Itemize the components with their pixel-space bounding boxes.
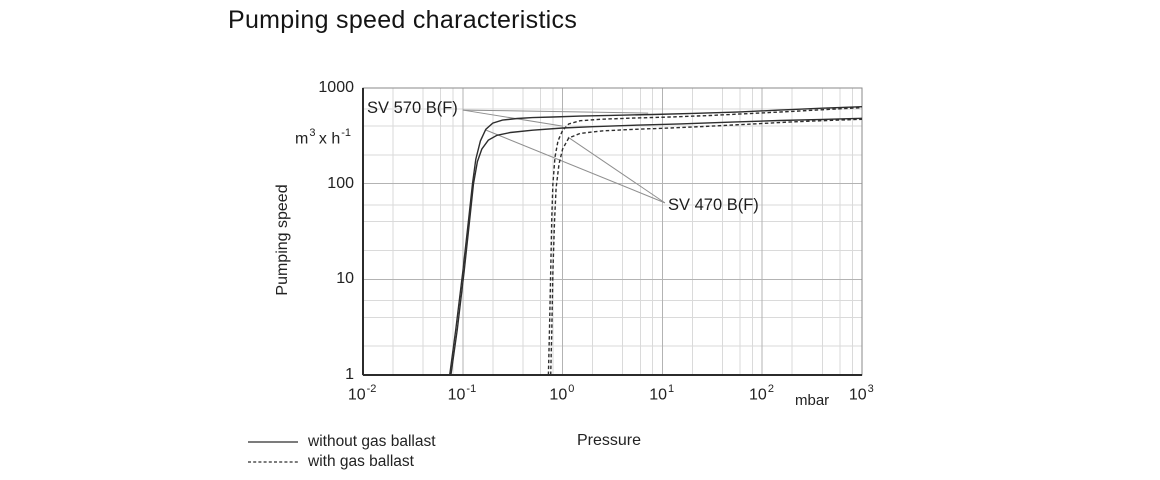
curve-sv-570-b-f--solid <box>449 106 863 376</box>
legend-item-solid: without gas ballast <box>248 432 436 452</box>
y-axis-title: Pumping speed <box>274 184 291 296</box>
leader-line-sv570 <box>462 109 563 127</box>
x-tick-label-10e-1: 10-1 <box>447 383 477 404</box>
x-tick-label-10e0: 100 <box>549 383 575 404</box>
x-tick-label-10e1: 101 <box>649 383 675 404</box>
legend: without gas ballast with gas ballast <box>248 432 436 472</box>
x-tick-label-10e3: 103 <box>848 383 874 404</box>
y-axis-unit-label: m3 x h-1 <box>295 127 352 148</box>
legend-label: without gas ballast <box>308 433 436 450</box>
curve-label-sv470: SV 470 B(F) <box>668 196 759 214</box>
page-title: Pumping speed characteristics <box>228 6 578 34</box>
curve-label-sv570: SV 570 B(F) <box>367 99 458 117</box>
leader-line-sv570 <box>462 109 649 114</box>
x-axis-unit-label: mbar <box>795 392 830 409</box>
curve-sv-470-b-f--dashed <box>550 118 863 376</box>
leader-line-sv470 <box>485 129 666 204</box>
x-tick-label-10e2: 102 <box>749 383 774 404</box>
legend-label: with gas ballast <box>308 453 414 470</box>
legend-dashed-line-sample <box>248 461 298 463</box>
leader-line-sv470 <box>567 136 666 204</box>
curve-sv-470-b-f--solid <box>450 117 863 376</box>
legend-item-dashed: with gas ballast <box>248 452 436 472</box>
y-tick-label-1: 1 <box>345 366 354 383</box>
y-tick-label-100: 100 <box>327 174 354 192</box>
y-tick-label-1000: 1000 <box>318 79 354 96</box>
legend-solid-line-sample <box>248 441 298 443</box>
curve-sv-570-b-f--dashed <box>547 106 863 376</box>
x-tick-label-10e-2: 10-2 <box>347 383 377 404</box>
y-tick-label-10: 10 <box>336 270 354 288</box>
x-axis-title: Pressure <box>577 432 642 449</box>
